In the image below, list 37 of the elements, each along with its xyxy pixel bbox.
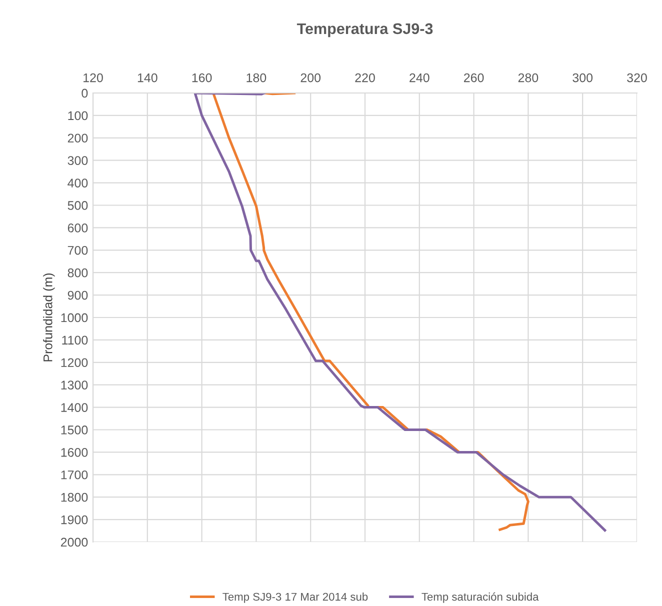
y-tick-label: 1900 xyxy=(61,515,88,524)
legend-label: Temp saturación subida xyxy=(422,592,539,603)
y-tick-label: 200 xyxy=(68,134,88,143)
y-tick-label: 1000 xyxy=(61,313,88,322)
chart-title: Temperatura SJ9-3 xyxy=(296,23,433,38)
y-tick-label: 400 xyxy=(68,178,88,188)
x-tick-label: 260 xyxy=(464,73,484,82)
y-axis-title: Profundidad (m) xyxy=(43,273,55,362)
y-tick-label: 700 xyxy=(68,246,88,255)
x-tick-label: 280 xyxy=(518,73,538,82)
y-tick-label: 1100 xyxy=(62,336,88,345)
x-tick-label: 160 xyxy=(192,73,212,82)
y-tick-label: 0 xyxy=(82,88,88,98)
x-tick-label: 180 xyxy=(246,73,266,82)
y-tick-label: 1600 xyxy=(61,448,88,457)
x-tick-label: 140 xyxy=(138,73,158,82)
y-tick-label: 600 xyxy=(68,224,88,232)
x-tick-label: 220 xyxy=(355,73,375,82)
y-tick-label: 1500 xyxy=(61,426,88,434)
x-tick-label: 320 xyxy=(627,73,647,82)
x-tick-label: 300 xyxy=(572,73,593,82)
y-tick-label: 500 xyxy=(68,201,88,210)
y-tick-label: 1800 xyxy=(61,492,88,502)
x-tick-label: 200 xyxy=(300,73,321,82)
y-tick-label: 1300 xyxy=(61,380,88,390)
y-tick-label: 1700 xyxy=(61,470,88,480)
y-tick-label: 300 xyxy=(68,156,88,165)
y-tick-label: 1400 xyxy=(61,403,88,412)
y-tick-label: 1200 xyxy=(61,358,88,368)
x-tick-label: 120 xyxy=(84,73,103,82)
y-tick-label: 100 xyxy=(68,111,88,120)
y-tick-label: 900 xyxy=(68,290,88,300)
legend-label: Temp SJ9-3 17 Mar 2014 sub xyxy=(222,592,368,603)
line-series xyxy=(194,93,606,532)
y-tick-label: 800 xyxy=(68,268,88,278)
x-tick-label: 240 xyxy=(410,73,430,82)
y-tick-label: 2000 xyxy=(60,538,88,547)
